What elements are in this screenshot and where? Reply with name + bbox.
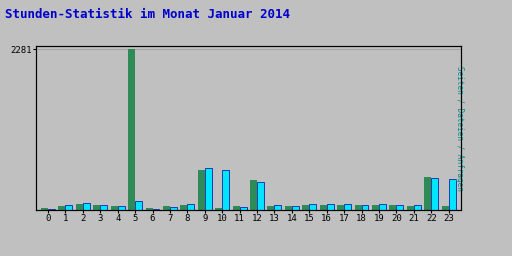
Text: Stunden-Statistik im Monat Januar 2014: Stunden-Statistik im Monat Januar 2014 xyxy=(5,8,290,21)
Bar xyxy=(302,205,309,210)
Bar xyxy=(76,204,83,210)
Bar xyxy=(442,206,449,210)
Bar xyxy=(407,206,414,210)
Bar xyxy=(41,208,48,210)
Bar xyxy=(344,204,351,210)
Bar xyxy=(361,205,369,210)
Bar xyxy=(337,205,344,210)
Bar xyxy=(222,170,229,210)
Bar xyxy=(292,206,299,210)
Bar xyxy=(135,201,142,210)
Bar xyxy=(250,180,257,210)
Bar xyxy=(58,206,66,210)
Bar xyxy=(118,206,124,210)
Bar xyxy=(414,205,421,210)
Bar xyxy=(274,205,282,210)
Bar xyxy=(257,183,264,210)
Bar xyxy=(372,205,379,210)
Bar xyxy=(267,206,274,210)
Bar xyxy=(187,204,195,210)
Bar xyxy=(319,205,327,210)
Bar xyxy=(327,204,334,210)
Y-axis label: Seiten / Dateien / Anfragen: Seiten / Dateien / Anfragen xyxy=(455,66,463,190)
Bar xyxy=(240,207,247,210)
Bar xyxy=(100,205,107,210)
Bar xyxy=(48,209,55,210)
Bar xyxy=(180,205,187,210)
Bar xyxy=(215,208,222,210)
Bar xyxy=(163,206,170,210)
Bar xyxy=(431,177,438,210)
Bar xyxy=(93,205,100,210)
Bar xyxy=(396,205,403,210)
Bar xyxy=(66,205,72,210)
Bar xyxy=(424,177,431,210)
Bar xyxy=(285,206,292,210)
Bar xyxy=(379,204,386,210)
Bar xyxy=(390,205,396,210)
Bar xyxy=(153,209,160,210)
Bar xyxy=(83,203,90,210)
Bar xyxy=(111,206,118,210)
Bar xyxy=(449,179,456,210)
Bar xyxy=(145,208,153,210)
Bar xyxy=(128,49,135,210)
Bar xyxy=(232,206,240,210)
Bar xyxy=(205,168,212,210)
Bar xyxy=(309,204,316,210)
Bar xyxy=(355,205,361,210)
Bar xyxy=(198,170,205,210)
Bar xyxy=(170,207,177,210)
